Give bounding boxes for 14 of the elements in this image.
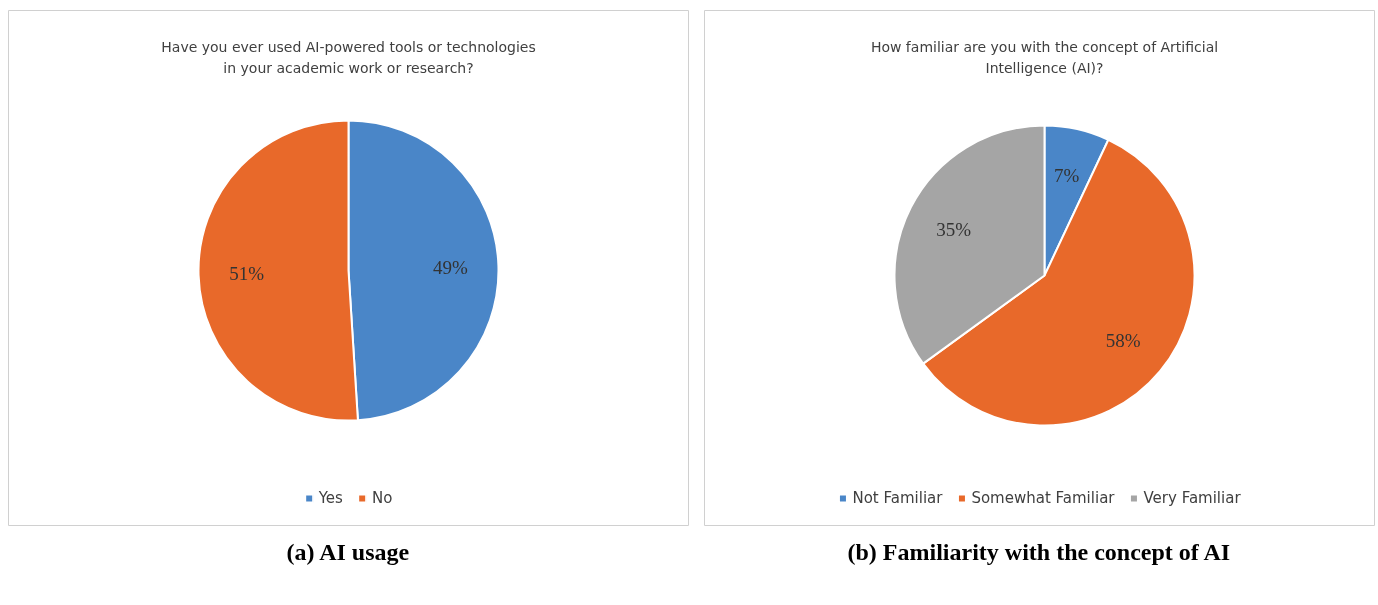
data-label: 58%	[1105, 330, 1141, 352]
legend-label: Somewhat Familiar	[971, 489, 1115, 507]
legend-label: Not Familiar	[852, 489, 943, 507]
data-label: 35%	[936, 218, 972, 240]
chart-title: How familiar are you with the concept of Artificial Intelligence (AI)?	[870, 38, 1219, 77]
text: (b) Familiarity with the concept of AI	[847, 538, 1231, 565]
data-label: 49%	[433, 256, 469, 278]
chart-title: Have you ever used AI-powered tools or technologies in your academic work or research?	[161, 38, 536, 77]
data-label: 51%	[229, 263, 265, 285]
legend-label: No	[371, 489, 393, 507]
legend-label: Very Familiar	[1143, 489, 1241, 507]
data-label: 7%	[1054, 165, 1080, 187]
legend-label: Yes	[318, 489, 343, 507]
text: (a) AI usage	[286, 538, 410, 565]
